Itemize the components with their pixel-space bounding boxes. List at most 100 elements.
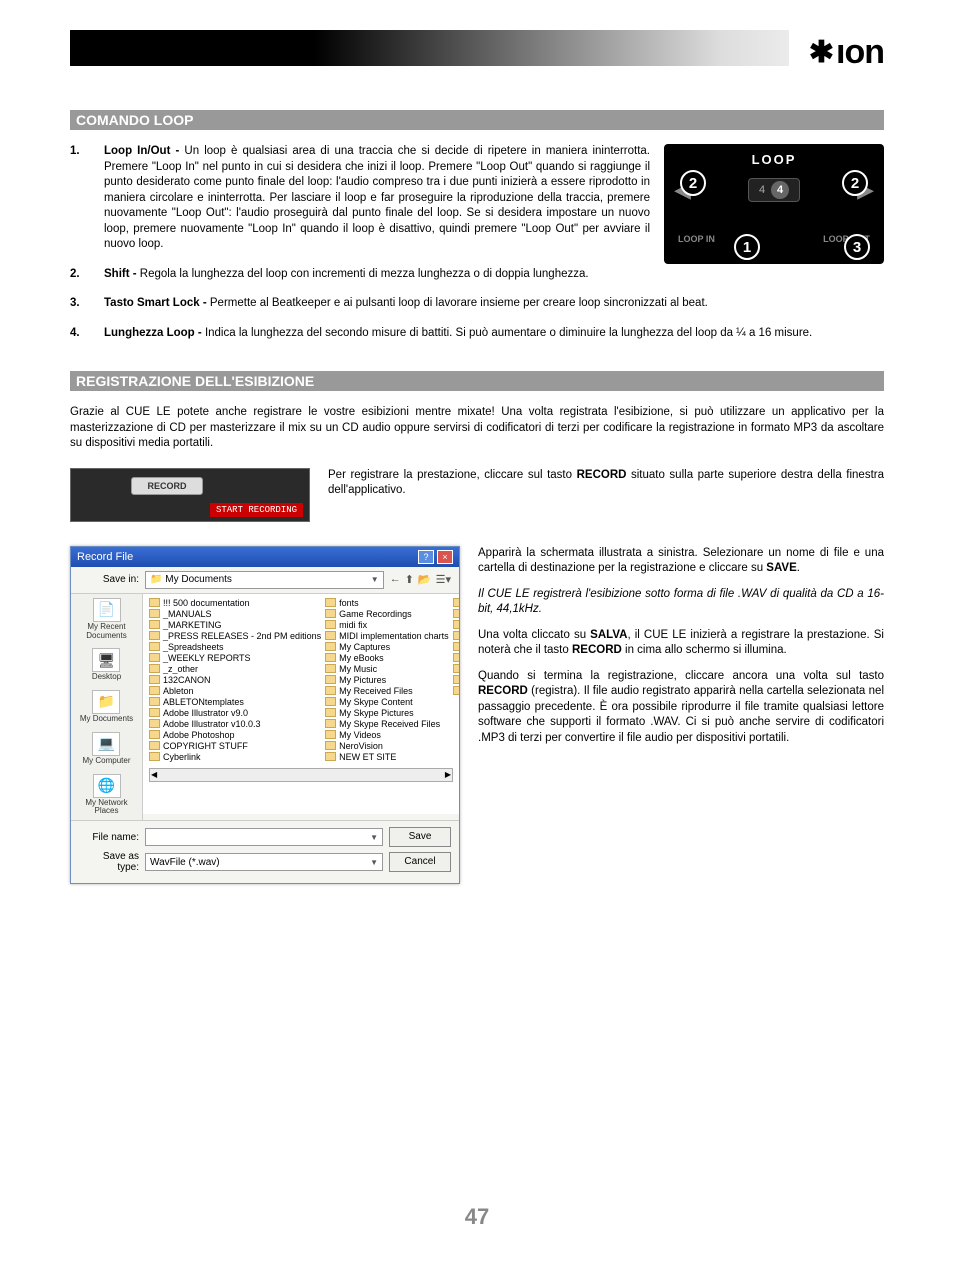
record-button[interactable]: RECORD: [131, 477, 203, 495]
file-item[interactable]: 132CANON: [149, 675, 321, 685]
folder-icon: [149, 752, 160, 761]
file-item[interactable]: _MANUALS: [149, 609, 321, 619]
file-item[interactable]: My Skype Pictures: [325, 708, 449, 718]
place-item[interactable]: 📁My Documents: [80, 690, 133, 724]
file-item[interactable]: My Videos: [325, 730, 449, 740]
file-item[interactable]: Adobe Illustrator v9.0: [149, 708, 321, 718]
saveas-dropdown[interactable]: WavFile (*.wav) ▼: [145, 853, 383, 871]
place-item[interactable]: 💻My Computer: [82, 732, 130, 766]
folder-icon: [453, 653, 459, 662]
folder-icon: [149, 642, 160, 651]
views-icon[interactable]: ☰▾: [436, 573, 451, 586]
file-item[interactable]: _WEEKLY REPORTS: [149, 653, 321, 663]
close-button[interactable]: ×: [437, 550, 453, 564]
scroll-right-icon[interactable]: ▶: [445, 770, 451, 779]
cancel-button[interactable]: Cancel: [389, 852, 451, 872]
folder-icon: [149, 719, 160, 728]
file-item[interactable]: _z_other: [149, 664, 321, 674]
loop-item-1: Loop In/Out - Un loop è qualsiasi area d…: [70, 144, 650, 253]
folder-icon: [325, 697, 336, 706]
place-label: My Documents: [80, 715, 133, 724]
file-item[interactable]: tes: [453, 686, 459, 696]
save-button[interactable]: Save: [389, 827, 451, 847]
dialog-body: 📄My Recent Documents 🖥Desktop 📁My Document…: [71, 593, 459, 821]
dialog-row: Record File ? × Save in: 📁 My Documents …: [70, 546, 884, 885]
file-item[interactable]: Cyberlink: [149, 752, 321, 762]
chevron-down-icon: ▼: [370, 833, 378, 842]
file-item[interactable]: Vir: [453, 675, 459, 685]
file-name: midi fix: [339, 620, 367, 630]
file-item[interactable]: My Skype Content: [325, 697, 449, 707]
horizontal-scrollbar[interactable]: ◀ ▶: [149, 768, 453, 782]
file-item[interactable]: _PRESS RELEASES - 2nd PM editions: [149, 631, 321, 641]
help-button[interactable]: ?: [418, 550, 434, 564]
savein-row: Save in: 📁 My Documents ▼ ← ⬆ 📂 ☰▾: [71, 567, 459, 593]
back-icon[interactable]: ←: [390, 573, 401, 586]
header-bar: ✱ıon: [70, 30, 884, 80]
file-item[interactable]: ABLETONtemplates: [149, 697, 321, 707]
folder-icon: [149, 697, 160, 706]
place-item[interactable]: 🖥Desktop: [92, 648, 121, 682]
place-item[interactable]: 📄My Recent Documents: [73, 598, 140, 641]
file-item[interactable]: SL: [453, 609, 459, 619]
scroll-left-icon[interactable]: ◀: [151, 770, 157, 779]
folder-icon: [149, 730, 160, 739]
file-item[interactable]: PR: [453, 598, 459, 608]
filename-input[interactable]: ▼: [145, 828, 383, 846]
file-item[interactable]: Vir: [453, 664, 459, 674]
file-item[interactable]: My eBooks: [325, 653, 449, 663]
folder-icon: [453, 686, 459, 695]
folder-icon: [149, 598, 160, 607]
file-item[interactable]: My Captures: [325, 642, 449, 652]
file-item[interactable]: TT: [453, 631, 459, 641]
file-item[interactable]: Up: [453, 653, 459, 663]
file-item[interactable]: My Skype Received Files: [325, 719, 449, 729]
folder-icon: [325, 752, 336, 761]
folder-icon: [453, 620, 459, 629]
file-item[interactable]: !!! 500 documentation: [149, 598, 321, 608]
folder-icon: [149, 620, 160, 629]
file-name: Adobe Illustrator v9.0: [163, 708, 248, 718]
savein-dropdown[interactable]: 📁 My Documents ▼: [145, 571, 384, 589]
loop-mid-box: 4 4: [748, 178, 800, 202]
file-item[interactable]: Adobe Photoshop: [149, 730, 321, 740]
loop-mid-r: 4: [771, 181, 789, 199]
file-item[interactable]: _MARKETING: [149, 620, 321, 630]
file-item[interactable]: fonts: [325, 598, 449, 608]
file-item[interactable]: My Received Files: [325, 686, 449, 696]
item-label: Lunghezza Loop -: [104, 327, 205, 339]
file-item[interactable]: Game Recordings: [325, 609, 449, 619]
file-col-3: PRSLTriTTTTUpVirVirtes: [453, 598, 459, 762]
file-item[interactable]: My Music: [325, 664, 449, 674]
file-item[interactable]: midi fix: [325, 620, 449, 630]
place-icon: 📁: [92, 690, 120, 714]
folder-icon: [325, 620, 336, 629]
file-item[interactable]: MIDI implementation charts: [325, 631, 449, 641]
file-name: Game Recordings: [339, 609, 412, 619]
file-name: My Captures: [339, 642, 390, 652]
file-item[interactable]: NEW ET SITE: [325, 752, 449, 762]
file-item[interactable]: NeroVision: [325, 741, 449, 751]
file-item[interactable]: My Pictures: [325, 675, 449, 685]
folder-icon: [149, 675, 160, 684]
up-icon[interactable]: ⬆: [405, 573, 414, 586]
file-item[interactable]: COPYRIGHT STUFF: [149, 741, 321, 751]
item-label: Tasto Smart Lock -: [104, 297, 210, 309]
marker-2b: 2: [842, 170, 868, 196]
savein-label: Save in:: [79, 574, 139, 585]
place-icon: 📄: [93, 598, 121, 622]
file-item[interactable]: Adobe Illustrator v10.0.3: [149, 719, 321, 729]
para-4: Quando si termina la registrazione, clic…: [478, 669, 884, 747]
newfolder-icon[interactable]: 📂: [418, 573, 432, 586]
file-item[interactable]: TT: [453, 642, 459, 652]
file-name: Cyberlink: [163, 752, 201, 762]
file-name: _WEEKLY REPORTS: [163, 653, 251, 663]
folder-icon: [149, 708, 160, 717]
folder-icon: [325, 741, 336, 750]
item-text: Indica la lunghezza del secondo misure d…: [205, 327, 812, 339]
place-item[interactable]: 🌐My Network Places: [73, 774, 140, 817]
file-item[interactable]: Ableton: [149, 686, 321, 696]
file-item[interactable]: _Spreadsheets: [149, 642, 321, 652]
record-side-text: Per registrare la prestazione, cliccare …: [328, 468, 884, 509]
file-item[interactable]: Tri: [453, 620, 459, 630]
